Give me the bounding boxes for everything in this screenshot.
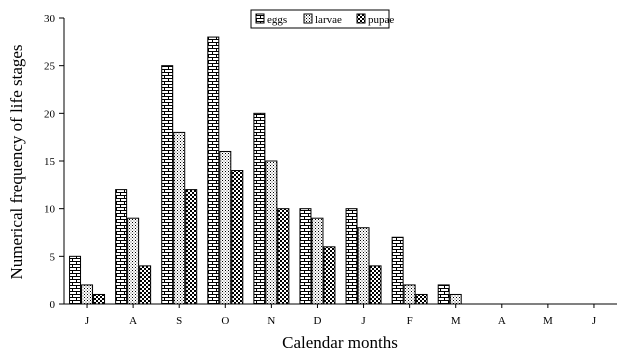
bar-eggs-6 [299, 208, 312, 305]
bar-pupae-1 [93, 293, 106, 305]
y-tick-label: 10 [44, 204, 56, 216]
bar-pupae-6 [323, 246, 336, 305]
legend: eggs larvae pupae [250, 9, 394, 29]
bar-eggs-8 [391, 236, 404, 305]
bar-eggs-4 [207, 36, 220, 305]
y-tick-label: 0 [50, 299, 56, 311]
x-tick-label: M [543, 315, 553, 327]
bar-eggs-2 [115, 189, 128, 305]
bar-pupae-8 [415, 293, 428, 305]
y-axis-ticks: 0 5 10 15 20 25 30 [44, 13, 64, 311]
bar-eggs-1 [69, 255, 82, 305]
y-tick-label: 30 [44, 13, 56, 25]
bar-pupae-2 [139, 265, 152, 305]
legend-label-larvae: larvae [315, 14, 342, 26]
legend-box [250, 9, 390, 29]
x-tick-label: D [313, 315, 321, 327]
bar-larvae-1 [81, 284, 94, 305]
y-tick-label: 5 [50, 251, 56, 263]
bar-larvae-9 [449, 293, 462, 305]
bar-larvae-7 [357, 227, 370, 305]
x-tick-label: J [85, 315, 90, 327]
bar-larvae-5 [265, 160, 278, 305]
bar-eggs-5 [253, 112, 266, 305]
bar-pupae-7 [369, 265, 382, 305]
bar-larvae-8 [403, 284, 416, 305]
bar-pupae-4 [231, 170, 244, 305]
x-tick-label: M [451, 315, 461, 327]
bar-eggs-7 [345, 208, 358, 305]
legend-label-pupae: pupae [368, 14, 394, 26]
legend-swatch-larvae [303, 13, 313, 24]
bars-group [69, 36, 462, 305]
bar-pupae-5 [277, 208, 290, 305]
bar-eggs-9 [437, 284, 450, 305]
x-tick-label: J [592, 315, 597, 327]
x-tick-label: A [129, 315, 137, 327]
x-tick-label: O [221, 315, 229, 327]
x-tick-label: F [407, 315, 413, 327]
bar-pupae-3 [185, 189, 198, 305]
bar-larvae-6 [311, 217, 324, 305]
bar-larvae-2 [127, 217, 140, 305]
x-axis-title: Calendar months [282, 333, 398, 352]
legend-swatch-pupae [356, 13, 366, 24]
y-tick-label: 20 [44, 108, 56, 120]
y-tick-label: 15 [44, 156, 56, 168]
bar-larvae-4 [219, 150, 232, 305]
x-tick-label: N [267, 315, 275, 327]
y-axis-title: Numerical frequency of life stages [7, 44, 26, 279]
legend-swatch-eggs [255, 13, 265, 24]
legend-label-eggs: eggs [267, 14, 287, 26]
bar-eggs-3 [161, 65, 174, 305]
x-tick-label: A [498, 315, 506, 327]
x-tick-label: J [361, 315, 366, 327]
bar-larvae-3 [173, 131, 186, 305]
x-tick-label: S [176, 315, 182, 327]
y-tick-label: 25 [44, 61, 56, 73]
